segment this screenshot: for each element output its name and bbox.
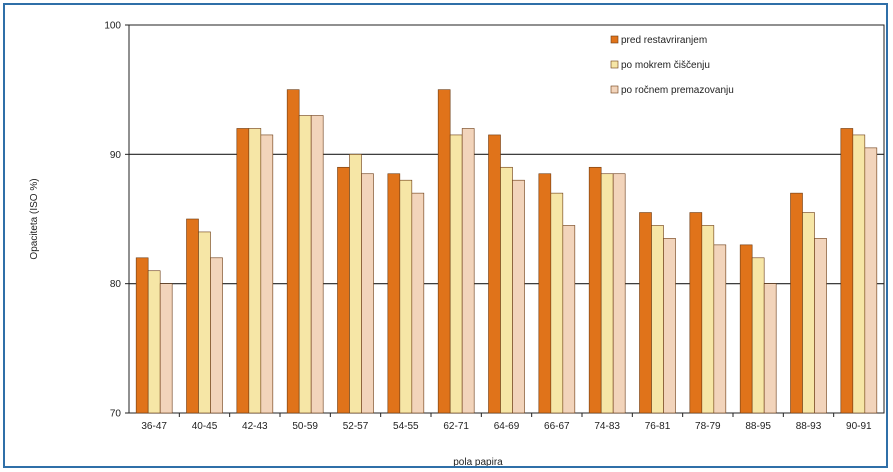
bar — [159, 283, 173, 414]
x-ticks: 36-47 40-45 42-43 50-59 52-57 54-55 62-71 64-69… — [141, 413, 872, 432]
x-tick-label: 76-81 — [645, 421, 671, 432]
x-tick-label: 62-71 — [443, 421, 469, 432]
x-tick-label: 74-83 — [594, 421, 620, 432]
bar — [852, 134, 866, 414]
legend-entry: po ročnem premazovanju — [621, 85, 734, 96]
y-ticks: 70 80 90 100 — [104, 21, 129, 420]
bar — [751, 257, 765, 414]
bar — [260, 134, 274, 414]
bar — [550, 192, 564, 414]
bar — [612, 173, 626, 414]
x-tick-label: 40-45 — [192, 421, 218, 432]
bar — [790, 192, 803, 414]
x-tick-label: 50-59 — [292, 421, 318, 432]
legend-entry: pred restavriranjem — [621, 35, 707, 46]
x-tick-label: 88-95 — [745, 421, 771, 432]
bar — [864, 147, 878, 414]
bar — [147, 270, 161, 414]
bar — [186, 218, 199, 414]
x-axis-label: pola papira — [453, 457, 503, 466]
bar — [449, 134, 463, 414]
x-tick-label: 52-57 — [343, 421, 369, 432]
bar — [840, 128, 854, 414]
bar — [814, 238, 827, 414]
bar — [461, 128, 475, 414]
x-tick-label: 88-93 — [796, 421, 822, 432]
bar — [701, 225, 715, 414]
bar — [310, 115, 324, 414]
legend-swatch — [610, 35, 619, 44]
legend-swatch — [610, 60, 619, 69]
x-tick-label: 90-91 — [846, 421, 872, 432]
x-tick-label: 36-47 — [141, 421, 167, 432]
bar — [437, 89, 451, 414]
x-tick-label: 54-55 — [393, 421, 419, 432]
y-tick-label: 90 — [110, 150, 122, 161]
y-tick-label: 70 — [110, 409, 122, 420]
bar — [411, 192, 425, 414]
bar — [135, 257, 149, 414]
bar — [651, 225, 664, 414]
bar — [562, 225, 576, 414]
chart-frame: 70 80 90 100 36-47 40-45 42-43 50-59 52-57 54-55… — [3, 3, 888, 468]
legend: pred restavriranjem po mokrem čiščenju po … — [610, 35, 734, 96]
bar — [689, 212, 703, 414]
bar — [663, 238, 676, 414]
bar — [286, 89, 300, 414]
bar-chart: 70 80 90 100 36-47 40-45 42-43 50-59 52-57 54-55… — [29, 21, 885, 466]
bar — [802, 212, 815, 414]
bar — [361, 173, 374, 414]
bar — [739, 244, 753, 414]
x-tick-label: 66-67 — [544, 421, 570, 432]
x-tick-label: 78-79 — [695, 421, 721, 432]
bar — [488, 134, 501, 414]
bar — [600, 173, 614, 414]
bar — [248, 128, 262, 414]
bar — [763, 283, 777, 414]
bar — [236, 128, 250, 414]
y-tick-label: 80 — [110, 279, 122, 290]
bar — [210, 257, 223, 414]
bar — [512, 179, 525, 414]
bar — [639, 212, 652, 414]
bar — [713, 244, 727, 414]
y-axis-label: Opaciteta (ISO %) — [29, 178, 40, 259]
bar — [349, 154, 362, 414]
legend-entry: po mokrem čiščenju — [621, 60, 710, 71]
bar — [387, 173, 401, 414]
bar — [298, 115, 312, 414]
bar — [500, 166, 513, 414]
bar — [198, 231, 211, 414]
bar — [588, 166, 602, 414]
bar — [538, 173, 552, 414]
bars — [135, 89, 878, 414]
bar — [399, 179, 413, 414]
legend-swatch — [610, 85, 619, 94]
bar — [337, 166, 350, 414]
x-tick-label: 64-69 — [494, 421, 520, 432]
y-tick-label: 100 — [104, 21, 121, 32]
x-tick-label: 42-43 — [242, 421, 268, 432]
